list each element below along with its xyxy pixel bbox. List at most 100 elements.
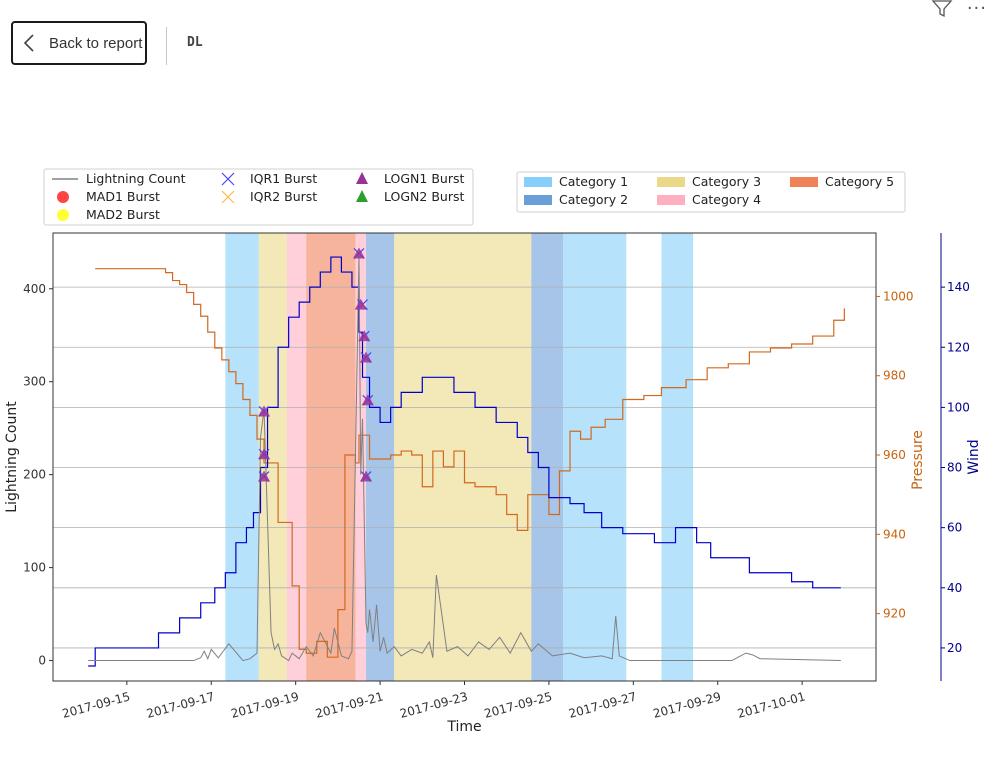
wind-tick-label: 140	[947, 280, 970, 294]
series-lines	[88, 256, 845, 667]
legend-item-category-2: Category 2	[524, 192, 628, 207]
pressure-tick-label: 1000	[883, 289, 914, 303]
pressure-tick-label: 920	[883, 607, 906, 621]
category-band-1	[225, 233, 259, 681]
chevron-left-icon	[23, 34, 34, 52]
legend-label: Lightning Count	[86, 171, 186, 186]
category-band-4	[355, 233, 367, 681]
iqr1-burst-marker	[360, 352, 372, 363]
legend-item-iqr2-burst: IQR2 Burst	[221, 189, 317, 204]
category-swatch	[790, 177, 818, 187]
header-divider	[166, 27, 167, 65]
left-tick-label: 0	[38, 654, 46, 668]
series-legend-box	[43, 168, 474, 226]
category-swatch	[524, 195, 552, 205]
iqr1-burst-marker	[258, 448, 270, 460]
legend-item-iqr1-burst: IQR1 Burst	[221, 171, 317, 186]
logn1-burst-marker	[358, 330, 371, 342]
left-tick-label: 200	[23, 468, 46, 482]
legend-label: IQR1 Burst	[250, 171, 317, 186]
legend-label: Category 1	[559, 174, 628, 189]
plot-frame	[52, 232, 877, 682]
x-tick-label: 2017-09-21	[314, 689, 385, 721]
wind-tick-label: 80	[947, 461, 962, 475]
logn1-burst-marker	[352, 247, 365, 259]
x-tick-label: 2017-09-17	[145, 689, 216, 721]
category-bands	[225, 233, 694, 681]
logn1-burst-marker	[360, 351, 373, 363]
x-tick-label: 2017-09-25	[483, 689, 554, 721]
category-band-1	[661, 233, 694, 681]
category-swatch	[524, 177, 552, 187]
x-tick-label: 2017-09-15	[61, 689, 132, 721]
legend-item-lightning-count: Lightning Count	[52, 171, 186, 186]
legend-circle-swatch	[57, 209, 69, 221]
pressure-axis-label: Pressure	[910, 430, 926, 490]
legend-label: LOGN1 Burst	[384, 171, 464, 186]
x-tick-label: 2017-09-27	[567, 689, 638, 721]
wind-line	[88, 256, 841, 667]
category-band-5	[306, 233, 356, 681]
wind-axis-label: Wind	[966, 439, 982, 474]
legend-item-category-3: Category 3	[657, 174, 761, 189]
logn1-burst-marker	[258, 405, 271, 417]
legend-label: Category 2	[559, 192, 628, 207]
logn1-burst-marker	[258, 470, 271, 482]
x-axis-label: Time	[446, 719, 481, 735]
legend-label: LOGN2 Burst	[384, 189, 464, 204]
logn1-burst-marker	[360, 470, 373, 482]
category-swatch	[657, 195, 685, 205]
category-swatch	[657, 177, 685, 187]
wind-tick-label: 40	[947, 581, 962, 595]
x-tick-label: 2017-10-01	[736, 689, 807, 721]
left-axis-label: Lightning Count	[4, 401, 20, 513]
legend-label: Category 5	[825, 174, 894, 189]
wind-tick-label: 20	[947, 641, 962, 655]
legend-triangle-swatch	[356, 172, 368, 184]
legend-item-mad1-burst: MAD1 Burst	[57, 189, 160, 204]
iqr1-burst-marker	[358, 330, 370, 342]
legend-label: Category 3	[692, 174, 761, 189]
category-legend-box	[516, 171, 906, 213]
iqr1-burst-marker	[258, 406, 270, 417]
filter-icon[interactable]	[931, 0, 953, 18]
legend-circle-swatch	[57, 191, 69, 203]
left-tick-label: 100	[23, 561, 46, 575]
back-to-report-button[interactable]: Back to report	[11, 21, 147, 65]
logn1-burst-marker	[258, 448, 271, 460]
left-tick-label: 400	[23, 282, 46, 296]
legend-label: Category 4	[692, 192, 761, 207]
legend-triangle-swatch	[356, 190, 368, 202]
category-band-3	[394, 233, 532, 681]
series-legend: Lightning Count MAD1 Burst MAD2 Burst IQR1 …	[43, 168, 474, 226]
legend-item-category-5: Category 5	[790, 174, 894, 189]
left-tick-label: 300	[23, 375, 46, 389]
pressure-line	[95, 268, 845, 658]
more-options-icon[interactable]: ···	[966, 0, 987, 19]
gridlines	[53, 286, 876, 649]
pressure-tick-label: 980	[883, 369, 906, 383]
back-to-report-label: Back to report	[49, 34, 143, 52]
legend-label: MAD1 Burst	[86, 189, 160, 204]
wind-tick-label: 100	[947, 400, 970, 414]
iqr1-burst-marker	[258, 471, 270, 482]
wind-tick-label: 120	[947, 340, 970, 354]
legend-item-logn1-burst: LOGN1 Burst	[356, 171, 464, 186]
iqr1-burst-marker	[362, 394, 374, 406]
legend-label: IQR2 Burst	[250, 189, 317, 204]
legend-item-category-4: Category 4	[657, 192, 761, 207]
iqr1-burst-marker	[360, 471, 372, 482]
x-tick-label: 2017-09-29	[652, 689, 723, 721]
visual-header-icons: ···	[931, 0, 987, 18]
x-tick-label: 2017-09-19	[229, 689, 300, 721]
page-name: DL	[187, 35, 203, 50]
lightning-count-line	[88, 256, 841, 662]
legend-x-swatch	[221, 190, 235, 204]
category-legend: Category 1 Category 2 Category 3 Category 4…	[516, 171, 906, 213]
logn1-burst-marker	[354, 298, 367, 310]
legend-label: MAD2 Burst	[86, 207, 160, 222]
legend-item-logn2-burst: LOGN2 Burst	[356, 189, 464, 204]
logn1-burst-marker	[361, 394, 374, 406]
x-tick-label: 2017-09-23	[398, 689, 469, 721]
